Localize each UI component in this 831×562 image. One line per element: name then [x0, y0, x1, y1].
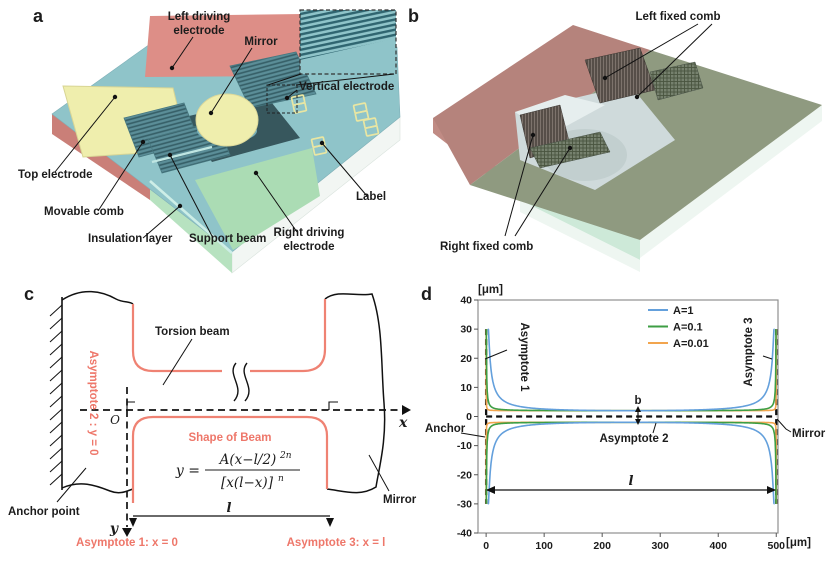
chip-back-render	[433, 25, 822, 272]
mirror-outline	[324, 293, 386, 494]
shape-of-beam-outline	[131, 415, 329, 503]
support-beam-label: Support beam	[189, 233, 266, 245]
vertical-electrode-dashed-box	[266, 84, 298, 114]
mirror-annotation: Mirror	[792, 428, 826, 440]
series-curve-A=1	[487, 328, 775, 412]
x-axis-arrow	[402, 405, 411, 415]
right-driving-electrode-label: Right driving	[274, 227, 345, 239]
legend-label-A=1: A=1	[673, 305, 694, 317]
asymptote2-annotation: Asymptote 2	[599, 433, 668, 445]
x-tick-label: 400	[709, 540, 727, 552]
y-axis-label: y	[109, 521, 119, 537]
anchor-wall	[49, 297, 63, 490]
right-white-side	[640, 105, 822, 258]
insulation-edge	[149, 180, 233, 254]
y-tick-label: 20	[460, 353, 472, 365]
series-curve-A=1	[487, 421, 775, 505]
y-tick-label: -10	[457, 440, 472, 452]
x-tick-label: 500	[767, 540, 785, 552]
chart-annotations: Asymptote 1 Asymptote 3 Anchor Mirror b …	[425, 317, 826, 494]
x-axis-label: x	[398, 415, 408, 431]
y-tick-label: 0	[466, 411, 472, 423]
asymptote1-annotation: Asymptote 1	[518, 322, 530, 392]
equation-numerator-sup: 2n	[279, 451, 292, 461]
mirror-label: Mirror	[244, 36, 278, 48]
beam-shape-chart: 0 100 200 300 400 500403020100-10-20-30-40A=1…	[457, 295, 785, 553]
equation-numerator: A(x−l/2)	[218, 452, 277, 468]
anchor-point-label: Anchor point	[8, 506, 80, 518]
asymptote3-label: Asymptote 3: x = l	[287, 537, 386, 549]
x-axis: x O	[80, 401, 411, 431]
panel-d: d [μm] 0 100 200 300 400 500403020100-10-20-3…	[421, 284, 826, 553]
x-tick-label: 0	[483, 540, 489, 552]
comb-inset	[267, 9, 397, 86]
y-tick-label: -40	[457, 528, 472, 540]
beam-width-annotation: b	[634, 395, 641, 407]
mirror-label-c: Mirror	[383, 494, 417, 506]
break-squiggle	[232, 362, 250, 402]
x-tick-label: 200	[593, 540, 611, 552]
panel-a-tag: a	[33, 6, 44, 26]
y-tick-label: -30	[457, 498, 472, 510]
torsion-beam-outline	[131, 299, 327, 373]
y-axis-arrow	[122, 528, 132, 537]
panel-a-callouts: Left driving electrode Mirror Vertical e…	[18, 11, 394, 253]
panel-c-tag: c	[24, 284, 34, 304]
beam-length-annotation: l	[629, 474, 634, 489]
svg-text:electrode: electrode	[173, 25, 224, 37]
mirror-disc	[195, 93, 259, 147]
beam-equation: y = A(x−l/2) 2n [x(l−x)] n	[175, 451, 300, 491]
panel-c: c x O y Shape of Beam y = A(x−l/2) 2n [x…	[8, 284, 417, 549]
y-tick-label: -20	[457, 469, 472, 481]
device-outline-bottom-left	[61, 483, 134, 494]
legend-label-A=0.01: A=0.01	[673, 338, 709, 350]
equation-denominator-sup: n	[278, 474, 284, 484]
panel-b: b Left fixed comb Right fixed comb	[408, 6, 822, 272]
top-electrode-label: Top electrode	[18, 169, 93, 181]
panel-a: a Left driving electrode Mirror Vertical…	[18, 6, 401, 274]
asymptote1-label: Asymptote 1: x = 0	[76, 537, 178, 549]
y-tick-label: 40	[460, 295, 472, 307]
left-driving-electrode-label: Left driving	[168, 11, 231, 23]
torsion-beam-label: Torsion beam	[155, 326, 230, 338]
y-tick-label: 30	[460, 324, 472, 336]
insulation-layer-label: Insulation layer	[88, 233, 173, 245]
device-outline-top-left	[61, 290, 134, 305]
x-axis-unit: [μm]	[786, 537, 811, 549]
right-fixed-comb-label: Right fixed comb	[440, 241, 533, 253]
x-tick-label: 300	[651, 540, 669, 552]
svg-text:y =: y =	[175, 463, 200, 479]
chip-render	[51, 14, 401, 274]
panel-b-callouts: Left fixed comb Right fixed comb	[440, 11, 720, 253]
y-axis: y	[109, 387, 132, 537]
anchor-annotation: Anchor	[425, 423, 466, 435]
left-fixed-comb-label: Left fixed comb	[636, 11, 721, 23]
comb-bank-upper-right	[229, 51, 317, 109]
movable-comb-label: Movable comb	[44, 206, 124, 218]
label-label: Label	[356, 191, 386, 203]
x-tick-label: 100	[535, 540, 553, 552]
panel-d-tag: d	[421, 284, 432, 304]
asymptote3-annotation: Asymptote 3	[743, 317, 755, 386]
front-white-side	[520, 200, 640, 272]
right-driving-electrode	[195, 148, 320, 250]
vertical-electrode-label: Vertical electrode	[299, 81, 394, 93]
length-dimension: l	[129, 501, 334, 527]
length-label: l	[227, 501, 232, 516]
origin-label: O	[110, 413, 120, 427]
y-tick-label: 10	[460, 382, 472, 394]
support-beam-strip	[151, 145, 213, 164]
panel-b-tag: b	[408, 6, 419, 26]
y-axis-unit: [μm]	[478, 284, 503, 296]
equation-denominator: [x(l−x)]	[221, 475, 274, 491]
svg-text:electrode: electrode	[283, 241, 334, 253]
shape-of-beam-label: Shape of Beam	[188, 432, 271, 444]
legend-label-A=0.1: A=0.1	[673, 321, 703, 333]
asymptote2-label: Asymptote 2 : y = 0	[87, 350, 99, 455]
